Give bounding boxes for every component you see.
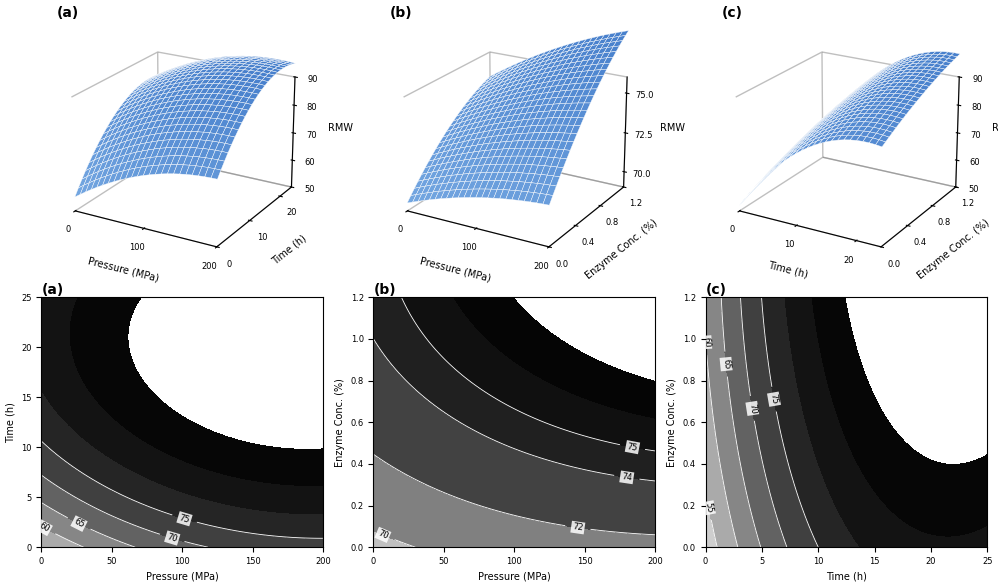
X-axis label: Pressure (MPa): Pressure (MPa) [419, 256, 492, 284]
Text: 72: 72 [572, 522, 584, 533]
Y-axis label: Time (h): Time (h) [270, 233, 308, 266]
Text: 75: 75 [627, 442, 639, 453]
Y-axis label: Enzyme Conc. (%): Enzyme Conc. (%) [916, 218, 992, 281]
Text: (a): (a) [57, 5, 80, 19]
Text: 74: 74 [621, 472, 633, 483]
Text: (b): (b) [373, 283, 396, 297]
Text: 65: 65 [722, 358, 732, 370]
Text: 55: 55 [704, 502, 715, 514]
Text: 60: 60 [701, 337, 711, 348]
Text: 70: 70 [166, 532, 179, 544]
X-axis label: Time (h): Time (h) [766, 260, 809, 280]
X-axis label: Pressure (MPa): Pressure (MPa) [146, 571, 219, 582]
Text: 75: 75 [768, 393, 779, 405]
Text: 70: 70 [376, 529, 389, 541]
Y-axis label: Time (h): Time (h) [6, 402, 16, 443]
Text: (c): (c) [722, 5, 743, 19]
Text: (a): (a) [41, 283, 64, 297]
Text: 75: 75 [178, 513, 191, 525]
Text: 65: 65 [72, 517, 86, 530]
Text: (c): (c) [706, 283, 727, 297]
Y-axis label: Enzyme Conc. (%): Enzyme Conc. (%) [584, 218, 660, 281]
Text: 60: 60 [37, 521, 51, 534]
X-axis label: Time (h): Time (h) [826, 571, 867, 582]
Y-axis label: Enzyme Conc. (%): Enzyme Conc. (%) [335, 378, 345, 467]
Text: 70: 70 [748, 403, 757, 414]
X-axis label: Pressure (MPa): Pressure (MPa) [478, 571, 551, 582]
X-axis label: Pressure (MPa): Pressure (MPa) [87, 256, 160, 284]
Text: (b): (b) [389, 5, 412, 19]
Y-axis label: Enzyme Conc. (%): Enzyme Conc. (%) [667, 378, 677, 467]
